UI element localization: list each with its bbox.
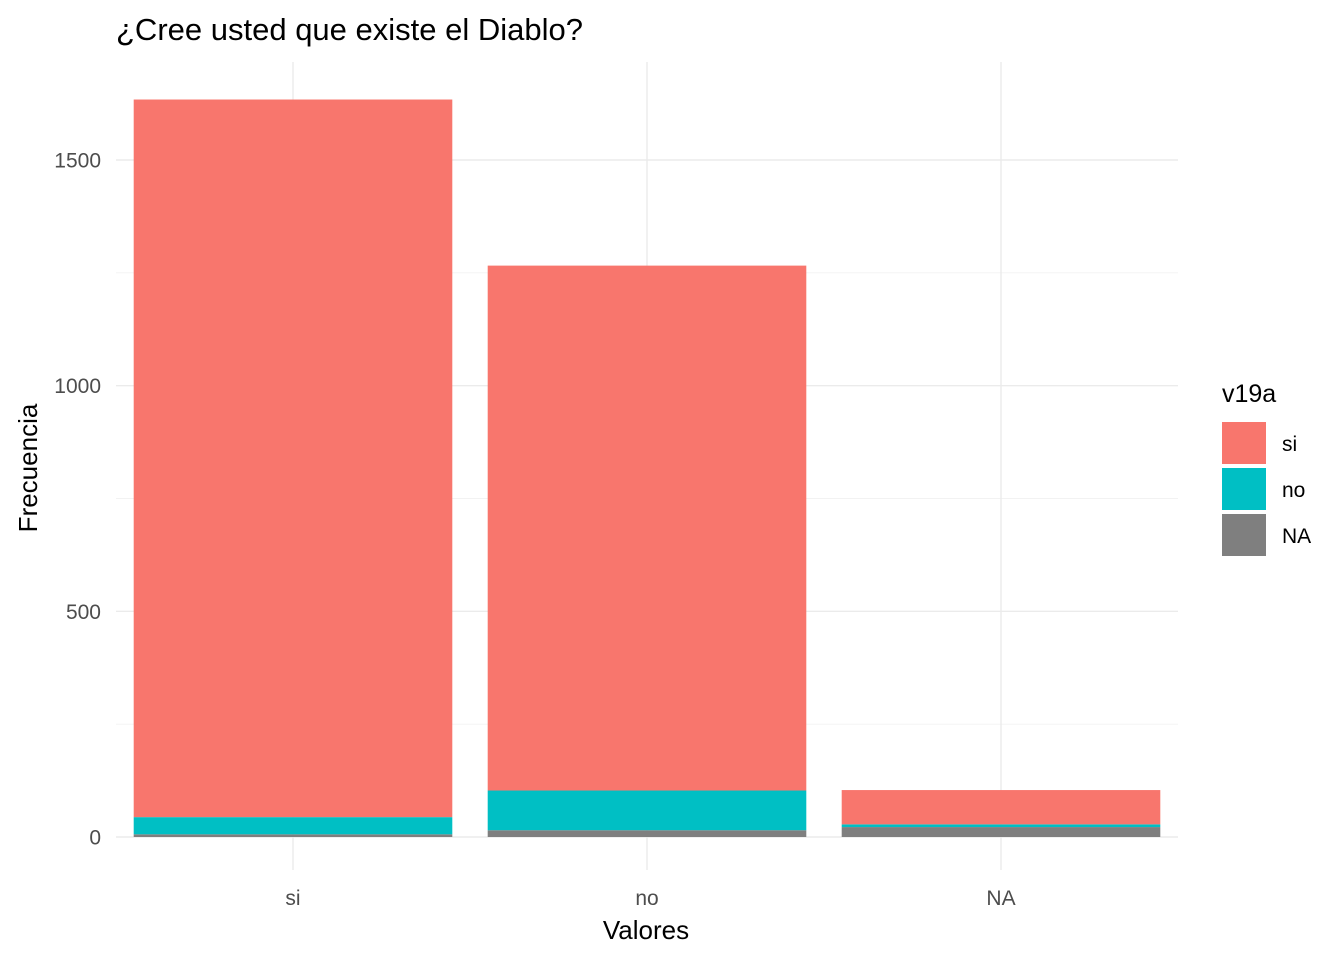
bar-si-si [133,99,453,818]
y-axis-ticks: 0 500 1000 1500 [54,150,101,850]
bar-na-na [841,827,1161,837]
bar-no-si [487,265,807,791]
legend-title: v19a [1222,380,1276,408]
legend-key-si [1222,422,1266,464]
legend-label-si: si [1282,433,1297,456]
legend-items: si no NA [1222,422,1311,556]
bar-si-na [133,834,453,837]
legend-label-no: no [1282,479,1305,502]
x-tick-label: no [635,887,658,910]
legend: v19a si no NA [1222,380,1311,556]
x-axis-ticks: si no NA [285,887,1015,910]
bar-na-si [841,790,1161,825]
bar-no-na [487,830,807,837]
x-axis-title: Valores [603,915,689,945]
legend-label-na: NA [1282,525,1311,548]
legend-key-na [1222,514,1266,556]
legend-key-no [1222,468,1266,510]
bar-na-no [841,824,1161,828]
x-tick-label: si [285,887,300,910]
y-tick-label: 1000 [54,375,101,398]
bar-si-no [133,817,453,835]
bars [133,99,1161,837]
chart-title: ¿Cree usted que existe el Diablo? [116,12,583,47]
y-tick-label: 500 [66,601,101,624]
y-tick-label: 0 [89,827,101,850]
x-tick-label: NA [986,887,1015,910]
bar-no-no [487,790,807,831]
y-tick-label: 1500 [54,150,101,173]
y-axis-title: Frecuencia [13,403,43,532]
